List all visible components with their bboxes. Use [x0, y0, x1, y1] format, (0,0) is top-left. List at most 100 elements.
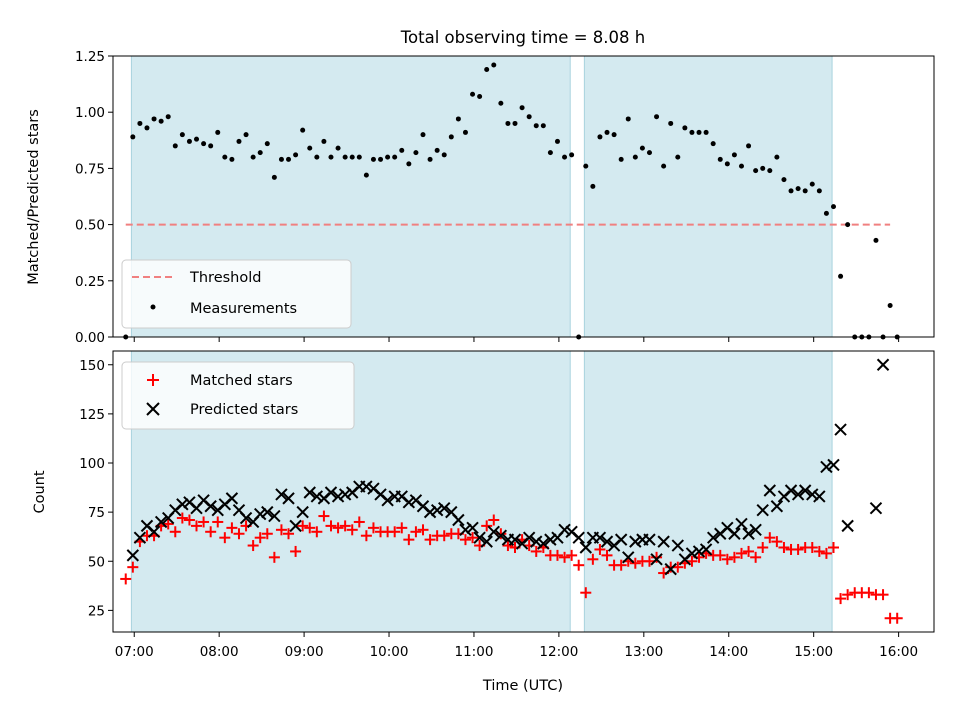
measurement-point — [370, 156, 376, 162]
matched-stars-point — [594, 543, 606, 555]
x-stroke-2 — [395, 490, 408, 503]
predicted-stars-point — [579, 541, 592, 554]
matched-stars-point — [551, 549, 563, 561]
measurements-legend-label: Measurements — [190, 301, 297, 317]
matched-stars-point — [212, 516, 224, 528]
predicted-stars-point — [813, 490, 826, 503]
matched-stars-point — [332, 522, 344, 534]
matched-stars-point — [714, 549, 726, 561]
matched-stars-point — [254, 532, 266, 544]
predicted-stars-point — [650, 553, 663, 566]
x-stroke-2 — [423, 505, 437, 519]
x-stroke-2 — [438, 501, 451, 515]
x-axis-label: Time (UTC) — [482, 678, 563, 694]
x-stroke-2 — [282, 492, 295, 505]
top-y-tick-label: 1.25 — [75, 49, 105, 65]
bottom-y-tick-label: 125 — [79, 407, 105, 423]
measurement-point — [441, 152, 447, 158]
measurement-point — [130, 134, 136, 140]
predicted-stars-point — [289, 519, 302, 533]
measurement-point — [682, 125, 688, 131]
measurement-point — [208, 143, 214, 149]
matched-stars-point — [601, 549, 613, 561]
x-stroke-2 — [869, 501, 883, 515]
measurement-point — [462, 129, 468, 135]
x-stroke-2 — [239, 511, 253, 525]
predicted-stars-point — [254, 507, 267, 521]
predicted-stars-point — [324, 486, 338, 499]
matched-stars-point — [629, 557, 641, 569]
x-stroke-2 — [466, 521, 479, 535]
matched-stars-series — [120, 510, 903, 624]
matched-stars-point — [360, 530, 372, 542]
matched-stars-point — [353, 516, 365, 528]
predicted-stars-point — [459, 523, 472, 537]
matched-stars-point — [424, 534, 436, 546]
measurement-point — [816, 188, 822, 194]
top-y-axis: 0.00 0.25 0.50 0.75 1.00 1.25 — [75, 49, 113, 346]
bottom-legend-box — [121, 361, 355, 430]
predicted-stars-point — [735, 517, 748, 531]
measurement-point — [597, 134, 603, 140]
measurement-point — [646, 150, 652, 156]
measurement-point — [498, 100, 504, 106]
predicted-stars-point — [338, 488, 352, 501]
measurement-point — [236, 138, 242, 144]
matched-stars-point — [346, 524, 358, 536]
predicted-stars-point — [572, 531, 585, 544]
measurement-point — [293, 152, 299, 158]
predicted-stars-point — [381, 494, 394, 507]
x-stroke-2 — [657, 535, 670, 548]
x-stroke-2 — [430, 503, 444, 517]
predicted-stars-point — [770, 500, 784, 513]
x-stroke-2 — [614, 533, 628, 546]
measurement-point — [562, 154, 568, 160]
measurement-point — [455, 116, 461, 122]
x-stroke-2 — [374, 488, 387, 501]
measurement-point — [703, 129, 709, 135]
x-tick-label: 12:00 — [539, 644, 578, 660]
x-stroke-2 — [416, 500, 430, 513]
measurement-point — [887, 303, 893, 309]
matched-stars-point — [169, 526, 181, 538]
predicted-stars-point — [225, 492, 239, 505]
measurement-point — [186, 138, 192, 144]
x-stroke-2 — [147, 525, 161, 538]
predicted-stars-point — [402, 496, 416, 509]
measurement-point — [257, 150, 263, 156]
predicted-stars-point — [728, 527, 741, 540]
x-stroke-2 — [579, 541, 592, 554]
top-y-tick-label: 0.00 — [75, 330, 105, 346]
measurement-point — [307, 145, 313, 151]
top-y-tick-label: 1.00 — [75, 105, 105, 121]
predicted-stars-point — [876, 358, 890, 371]
matched-stars-point — [792, 543, 804, 555]
predicted-stars-point — [558, 523, 571, 537]
x-stroke-2 — [331, 490, 345, 503]
measurement-point — [717, 156, 723, 162]
matched-stars-point — [502, 540, 514, 552]
matched-stars-point — [162, 518, 174, 530]
measurement-point — [392, 154, 398, 160]
x-stroke-2 — [530, 535, 543, 548]
measurement-point — [243, 132, 249, 138]
x-stroke-2 — [254, 507, 267, 521]
measurement-point — [661, 163, 667, 169]
matched-stars-point — [367, 522, 379, 534]
predicted-stars-point — [643, 533, 656, 546]
measurement-point — [774, 154, 780, 160]
measurement-point — [668, 120, 674, 126]
x-stroke-2 — [806, 488, 819, 501]
measurements-legend-swatch — [150, 304, 156, 310]
predicted-stars-point — [756, 503, 769, 517]
matched-stars-point — [806, 542, 818, 554]
x-tick-label: 08:00 — [200, 644, 239, 660]
predicted-stars-point — [239, 511, 253, 525]
matched-stars-point — [580, 587, 592, 599]
predicted-stars-point — [749, 523, 762, 537]
matched-stars-point — [566, 549, 578, 561]
predicted-stars-point — [841, 519, 854, 533]
measurements-series — [123, 62, 900, 340]
measurement-point — [724, 161, 730, 167]
x-stroke-2 — [756, 503, 769, 517]
